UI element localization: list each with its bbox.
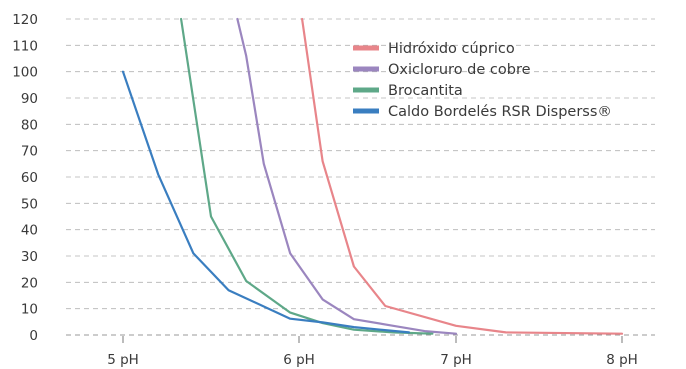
gridlines [66, 18, 655, 336]
x-tick-labels: 5 pH 6 pH 7 pH 8 pH [107, 336, 638, 368]
legend: Hidróxido cúprico Oxicloruro de cobre Broc… [353, 41, 612, 120]
x-tick-label: 5 pH [107, 352, 139, 368]
y-tick-label: 60 [21, 170, 38, 186]
y-tick-label: 10 [21, 302, 38, 318]
y-tick-label: 90 [21, 91, 38, 107]
legend-label: Brocantita [388, 83, 463, 99]
y-tick-label: 110 [12, 38, 38, 54]
series-line [121, 70, 410, 334]
legend-label: Hidróxido cúprico [388, 41, 515, 57]
series-line [180, 17, 434, 335]
y-tick-label: 70 [21, 144, 38, 160]
y-tick-label: 80 [21, 117, 38, 133]
x-tick-label: 7 pH [440, 352, 472, 368]
y-tick-label: 120 [12, 12, 38, 28]
legend-label: Oxicloruro de cobre [388, 62, 531, 78]
y-tick-label: 30 [21, 249, 38, 265]
x-tick-label: 8 pH [606, 352, 638, 368]
legend-label: Caldo Bordelés RSR Disperss® [388, 104, 612, 120]
series-line [301, 17, 624, 335]
series-lines [121, 17, 624, 335]
x-tick-label: 6 pH [283, 352, 315, 368]
y-tick-label: 100 [12, 65, 38, 81]
y-tick-label: 50 [21, 196, 38, 212]
y-tick-label: 40 [21, 223, 38, 239]
y-tick-label: 0 [29, 328, 38, 344]
y-tick-labels: 0 10 20 30 40 50 60 70 80 90 100 110 120 [12, 12, 38, 344]
series-line [236, 17, 458, 335]
y-tick-label: 20 [21, 275, 38, 291]
